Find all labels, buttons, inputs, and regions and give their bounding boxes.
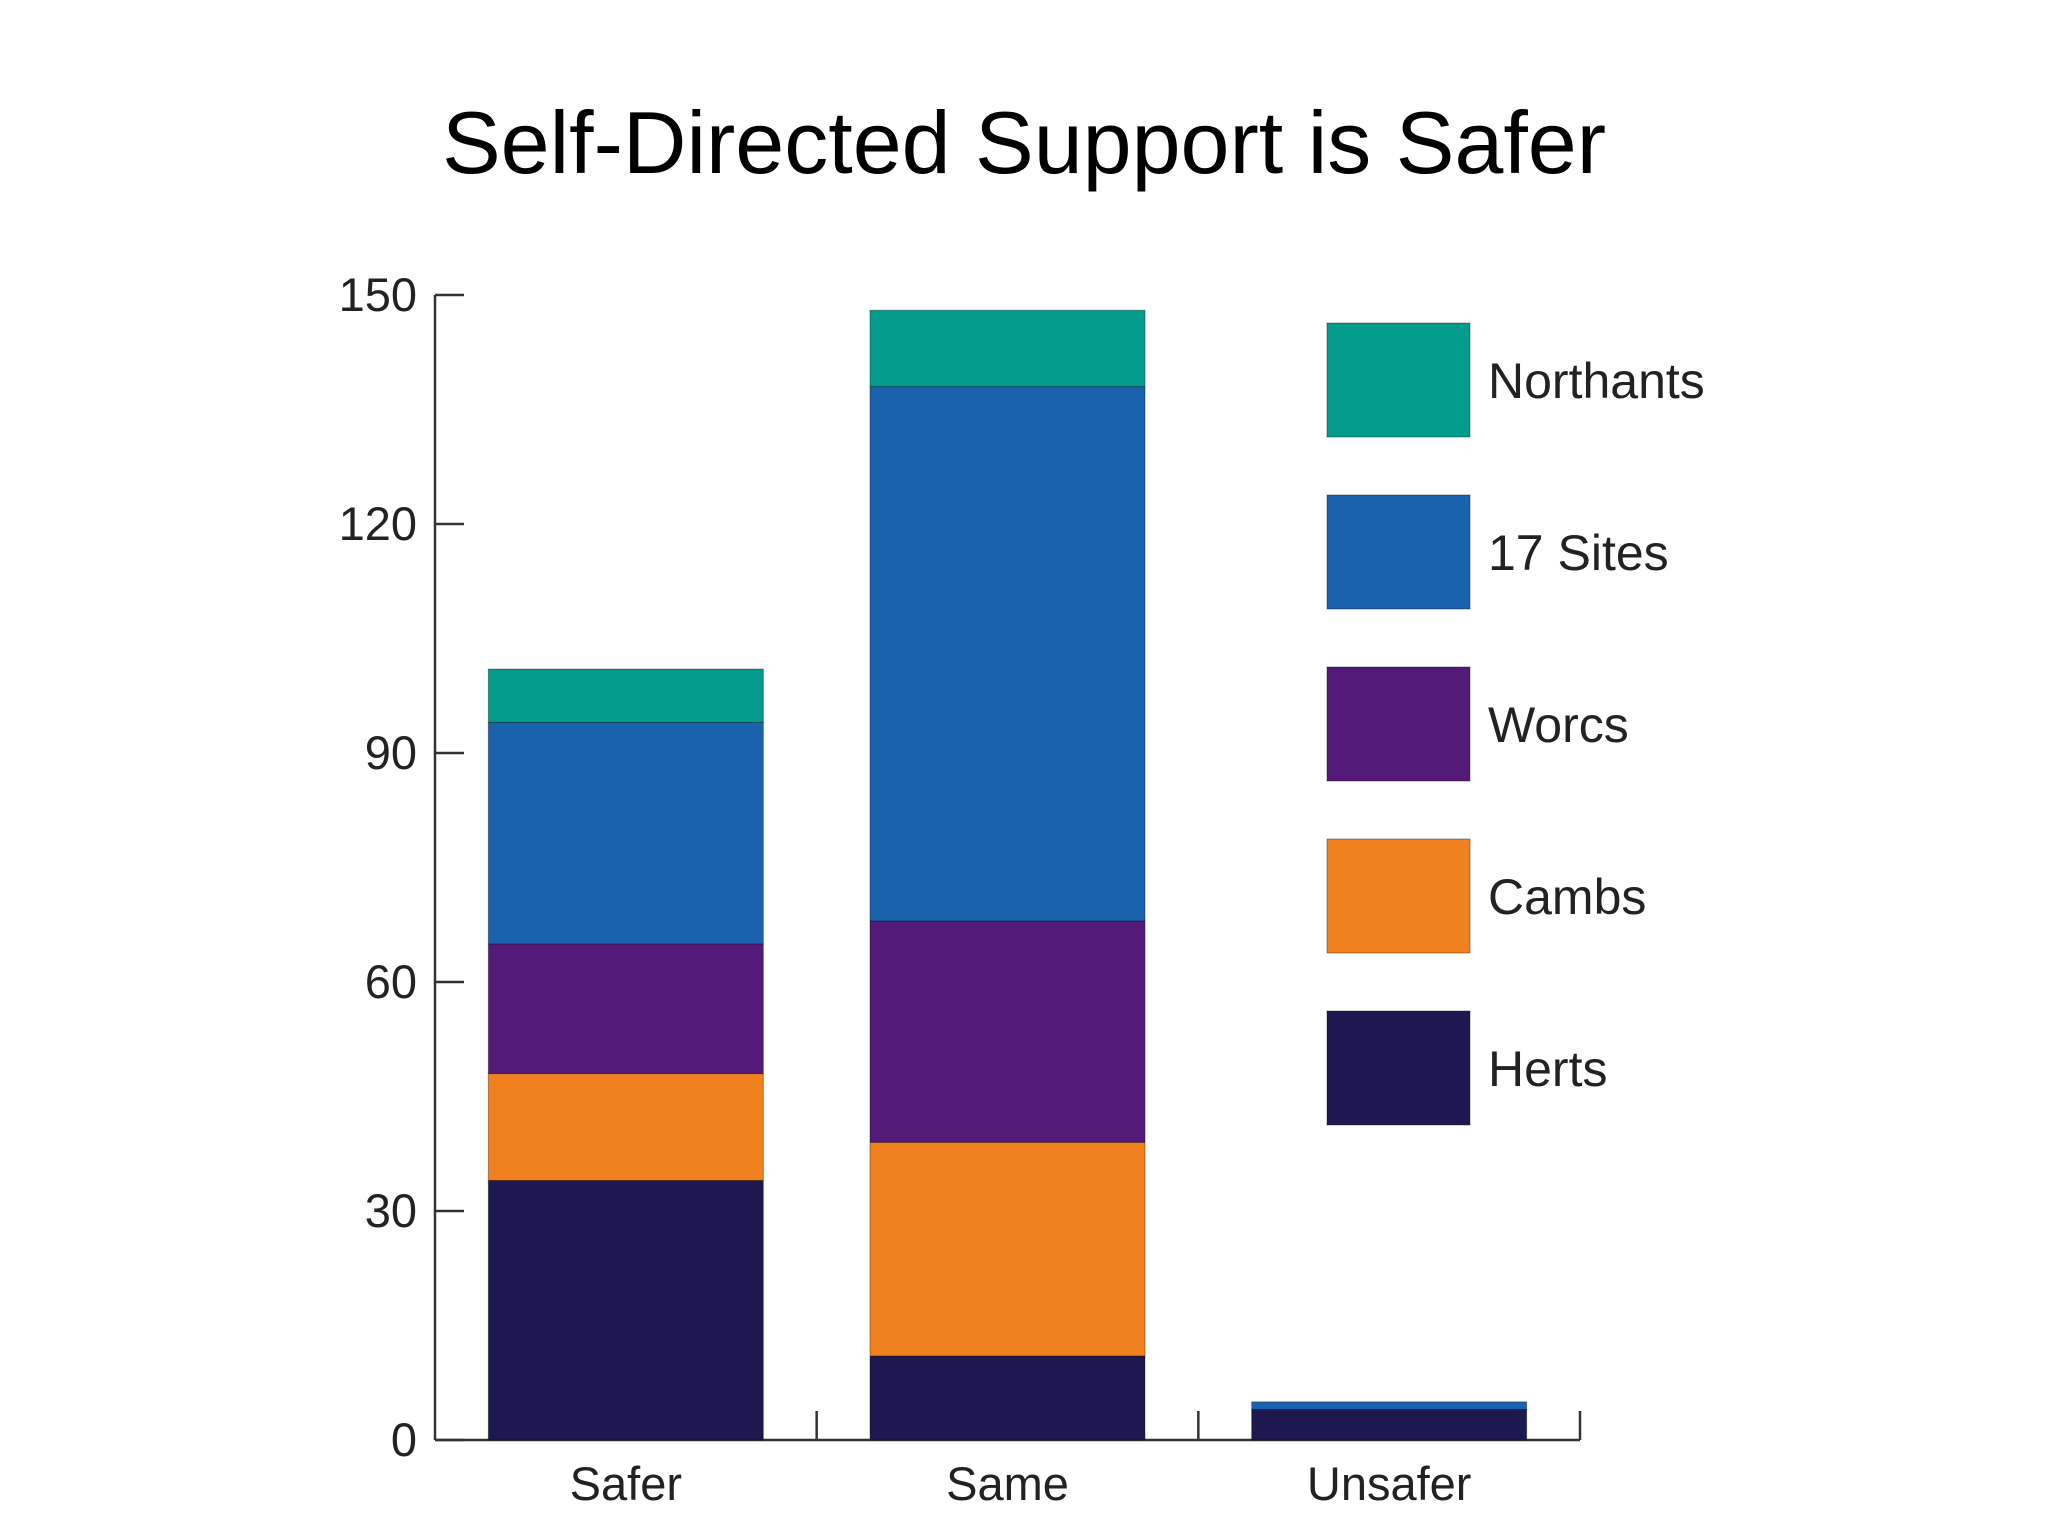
x-tick-label: Unsafer	[1307, 1457, 1472, 1510]
y-tick-label: 150	[339, 268, 417, 321]
bar-segment-cambs	[487, 1073, 764, 1181]
bar-segment-17-sites	[869, 386, 1146, 922]
legend-label: Herts	[1488, 1041, 1607, 1097]
chart-title: Self-Directed Support is Safer	[441, 93, 1607, 192]
legend-label: Northants	[1488, 353, 1705, 409]
y-tick-label: 60	[365, 955, 417, 1008]
legend-label: Worcs	[1488, 697, 1629, 753]
legend-swatch	[1326, 494, 1471, 610]
bar-segment-17-sites	[487, 721, 764, 945]
bars	[487, 309, 1528, 1441]
x-tick-label: Safer	[570, 1457, 682, 1510]
y-tick-label: 90	[365, 726, 417, 779]
legend-swatch	[1326, 322, 1471, 438]
bar-segment-herts	[487, 1179, 764, 1441]
bar-segment-worcs	[869, 920, 1146, 1143]
bar-segment-cambs	[869, 1141, 1146, 1357]
y-tick-label: 120	[339, 497, 417, 550]
bar-segment-worcs	[487, 943, 764, 1075]
bar-segment-17-sites	[1251, 1401, 1528, 1410]
legend-label: 17 Sites	[1488, 525, 1669, 581]
bar-segment-herts	[1251, 1408, 1528, 1441]
legend-swatch	[1326, 838, 1471, 954]
bar-segment-northants	[487, 668, 764, 723]
y-tick-label: 30	[365, 1184, 417, 1237]
legend-swatch	[1326, 666, 1471, 782]
y-tick-label: 0	[391, 1413, 417, 1466]
legend-label: Cambs	[1488, 869, 1646, 925]
bar-segment-herts	[869, 1355, 1146, 1441]
legend: Northants 17 Sites Worcs Cambs Herts	[1326, 322, 1705, 1126]
bar-segment-northants	[869, 309, 1146, 388]
x-tick-label: Same	[946, 1457, 1069, 1510]
legend-swatch	[1326, 1010, 1471, 1126]
